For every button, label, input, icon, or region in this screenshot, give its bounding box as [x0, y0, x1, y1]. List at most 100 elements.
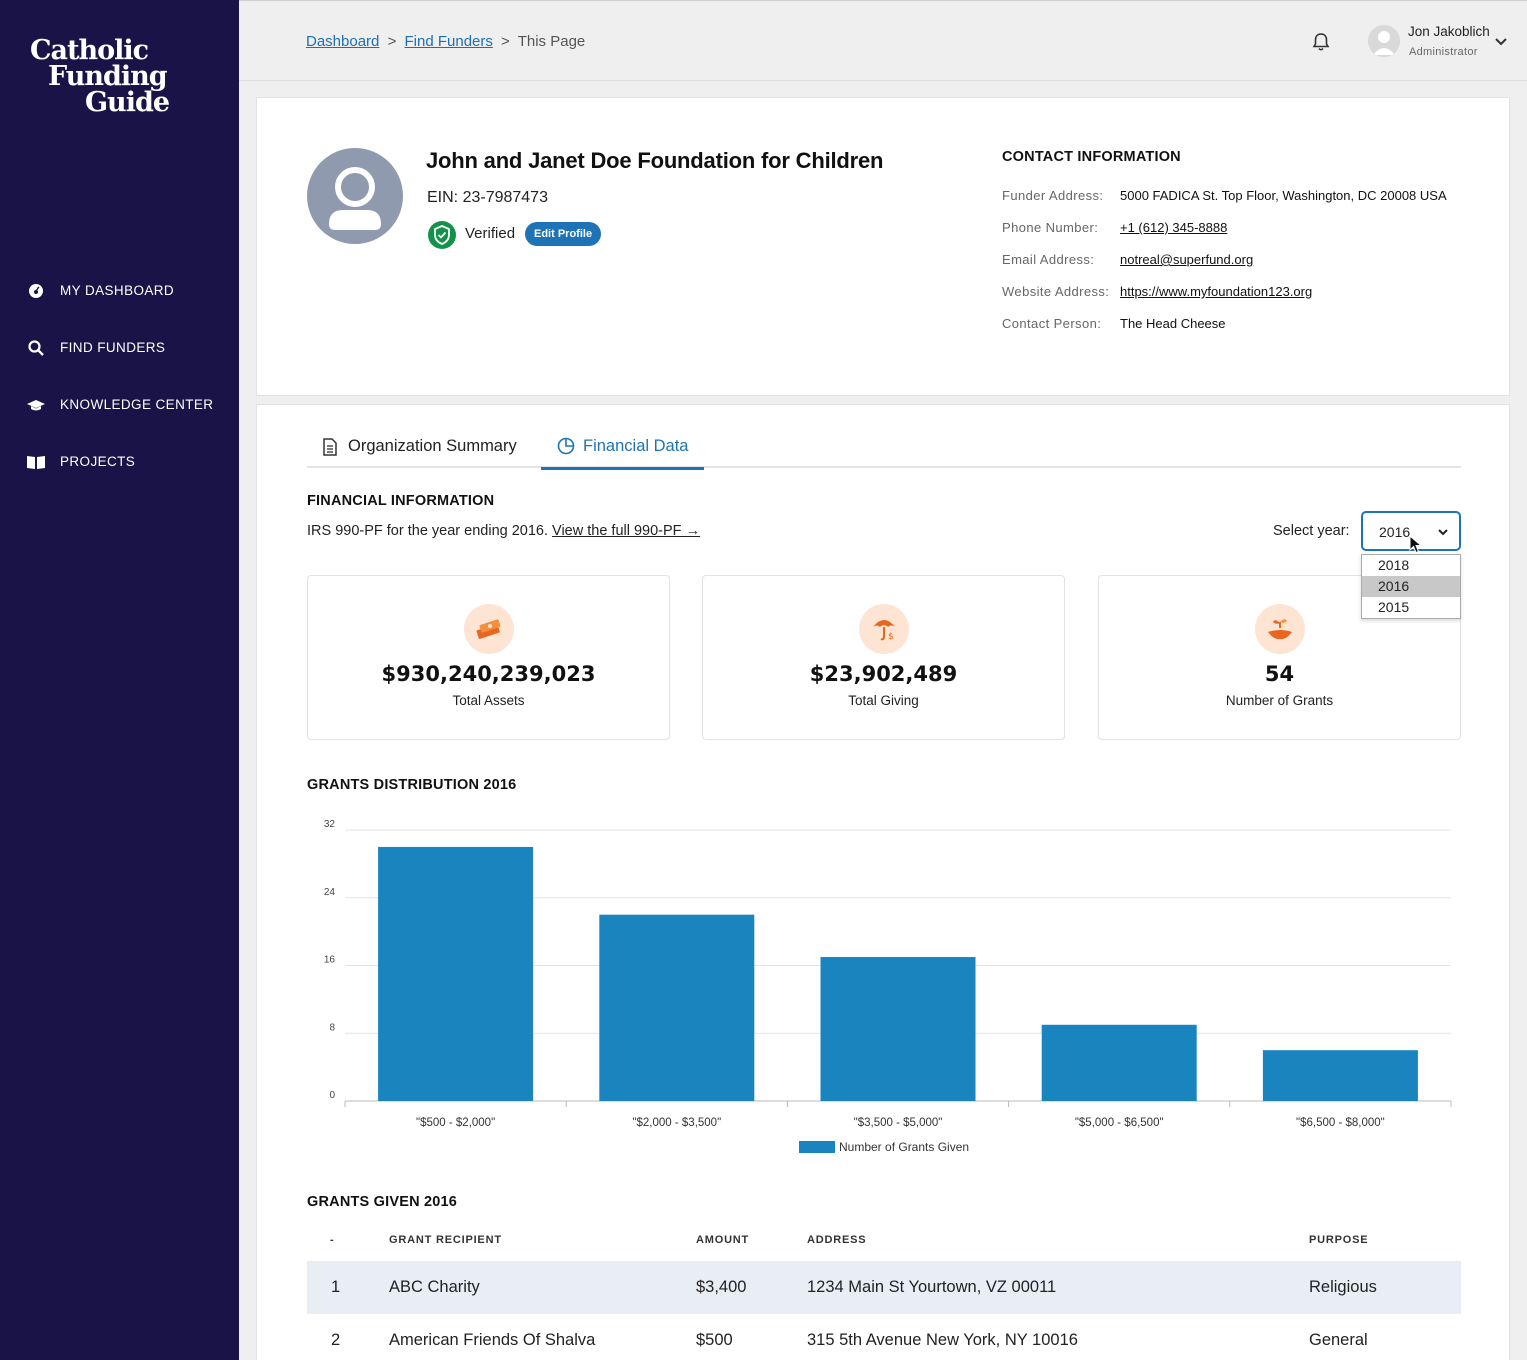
contact-label: Website Address:	[1002, 284, 1110, 299]
y-tick-label: 0	[329, 1090, 335, 1101]
financial-subtitle-text: IRS 990-PF for the year ending 2016.	[307, 523, 549, 539]
verified-shield-icon	[427, 220, 457, 250]
website-link[interactable]: https://www.myfoundation123.org	[1120, 284, 1313, 299]
select-year-label: Select year:	[1273, 523, 1350, 539]
year-dropdown-menu: 2018 2016 2015	[1361, 554, 1461, 619]
stat-value: $23,902,489	[809, 662, 958, 686]
year-option-2018[interactable]: 2018	[1378, 557, 1410, 573]
legend-swatch	[799, 1141, 835, 1153]
y-tick-label: 32	[324, 819, 336, 830]
stat-label: Total Assets	[452, 693, 525, 708]
logo-line-3: Guide	[85, 87, 170, 118]
x-tick-label: "$3,500 - $5,000"	[854, 1117, 943, 1129]
user-role: Administrator	[1409, 46, 1478, 58]
financial-subtitle: IRS 990-PF for the year ending 2016. Vie…	[307, 523, 700, 539]
chevron-down-icon	[1437, 525, 1449, 537]
table-header: - GRANT RECIPIENT AMOUNT ADDRESS PURPOSE	[307, 1221, 1461, 1261]
breadcrumb-find-funders-link[interactable]: Find Funders	[404, 33, 493, 50]
bar	[378, 846, 534, 1101]
grant-recipient: ABC Charity	[389, 1278, 480, 1296]
logo-line-1: Catholic	[30, 35, 149, 66]
row-index: 2	[331, 1331, 341, 1349]
grant-address: 1234 Main St Yourtown, VZ 00011	[807, 1278, 1057, 1296]
table-row[interactable]: 1 ABC Charity $3,400 1234 Main St Yourto…	[307, 1261, 1461, 1314]
contact-info-title: CONTACT INFORMATION	[1002, 149, 1181, 165]
tab-label: Organization Summary	[348, 437, 517, 455]
grant-purpose: Religious	[1309, 1278, 1377, 1296]
contact-label: Funder Address:	[1002, 188, 1104, 203]
financial-info-title: FINANCIAL INFORMATION	[307, 493, 495, 509]
grant-address: 315 5th Avenue New York, NY 10016	[807, 1331, 1078, 1349]
sidebar-item-label: KNOWLEDGE CENTER	[60, 397, 214, 412]
book-icon	[27, 453, 45, 471]
stat-total-assets: $930,240,239,023 Total Assets	[307, 575, 670, 740]
table-row[interactable]: 2 American Friends Of Shalva $500 315 5t…	[307, 1314, 1461, 1360]
breadcrumb-separator: >	[501, 33, 510, 50]
contact-person: The Head Cheese	[1120, 316, 1226, 331]
search-icon	[27, 339, 45, 357]
sidebar-item-knowledge-center[interactable]: KNOWLEDGE CENTER	[0, 376, 239, 433]
grant-amount: $500	[696, 1331, 733, 1349]
pie-chart-icon	[557, 437, 575, 455]
tab-bar: Organization Summary Financial Data	[307, 425, 1461, 470]
stat-number-of-grants: 54 Number of Grants	[1098, 575, 1461, 740]
contact-label: Phone Number:	[1002, 220, 1099, 235]
breadcrumb-dashboard-link[interactable]: Dashboard	[306, 33, 380, 50]
grants-given-title: GRANTS GIVEN 2016	[307, 1194, 458, 1210]
graduation-cap-icon	[27, 396, 45, 414]
breadcrumb: Dashboard > Find Funders > This Page	[306, 33, 585, 50]
phone-link[interactable]: +1 (612) 345-8888	[1120, 220, 1228, 235]
chevron-down-icon[interactable]	[1494, 35, 1508, 49]
ein-number: EIN: 23-7987473	[427, 189, 548, 206]
column-header-recipient: GRANT RECIPIENT	[389, 1234, 502, 1246]
grant-purpose: General	[1309, 1331, 1368, 1349]
x-tick-label: "$6,500 - $8,000"	[1296, 1117, 1385, 1129]
column-header-amount: AMOUNT	[696, 1234, 750, 1246]
sidebar-item-label: PROJECTS	[60, 454, 136, 469]
view-990pf-link[interactable]: View the full 990-PF →	[552, 523, 701, 539]
x-tick-label: "$500 - $2,000"	[416, 1117, 495, 1129]
column-header-purpose: PURPOSE	[1309, 1234, 1369, 1246]
row-index: 1	[331, 1278, 341, 1296]
contact-label: Email Address:	[1002, 252, 1095, 267]
x-tick-label: "$5,000 - $6,500"	[1075, 1117, 1164, 1129]
bar	[820, 957, 976, 1101]
user-avatar[interactable]	[1368, 25, 1400, 57]
tab-organization-summary[interactable]: Organization Summary	[322, 425, 517, 468]
year-option-2016[interactable]: 2016	[1362, 576, 1460, 597]
grants-table: - GRANT RECIPIENT AMOUNT ADDRESS PURPOSE…	[307, 1221, 1461, 1360]
column-header-address: ADDRESS	[807, 1234, 867, 1246]
top-header: Dashboard > Find Funders > This Page Jon…	[239, 0, 1527, 81]
legend-label: Number of Grants Given	[839, 1140, 969, 1154]
bar	[1041, 1024, 1197, 1101]
stat-label: Total Giving	[848, 693, 919, 708]
bar	[599, 914, 755, 1101]
user-name: Jon Jakoblich	[1408, 24, 1490, 39]
tab-financial-data[interactable]: Financial Data	[541, 425, 705, 470]
stat-value: $930,240,239,023	[381, 662, 596, 686]
stat-total-giving: $ $23,902,489 Total Giving	[702, 575, 1065, 740]
umbrella-dollar-icon: $	[859, 604, 909, 654]
stat-label: Number of Grants	[1225, 693, 1334, 708]
bell-icon[interactable]	[1311, 31, 1331, 53]
tab-label: Financial Data	[583, 436, 689, 455]
sidebar-item-projects[interactable]: PROJECTS	[0, 433, 239, 490]
edit-profile-button[interactable]: Edit Profile	[525, 222, 602, 246]
grant-amount: $3,400	[696, 1278, 747, 1296]
column-header-index: -	[330, 1234, 335, 1246]
financial-card: Organization Summary Financial Data FINA…	[256, 404, 1510, 1360]
sidebar-item-label: MY DASHBOARD	[60, 283, 175, 298]
verified-label: Verified	[465, 225, 516, 242]
y-tick-label: 24	[324, 887, 336, 898]
money-stack-icon	[464, 604, 514, 654]
email-link[interactable]: notreal@superfund.org	[1120, 252, 1254, 267]
brand-logo[interactable]: Catholic Funding Guide	[30, 35, 200, 118]
contact-label: Contact Person:	[1002, 316, 1102, 331]
sidebar-item-find-funders[interactable]: FIND FUNDERS	[0, 319, 239, 376]
organization-avatar	[307, 148, 403, 244]
year-option-2015[interactable]: 2015	[1378, 599, 1410, 615]
dashboard-icon	[27, 282, 45, 300]
breadcrumb-current: This Page	[517, 33, 586, 50]
sidebar-item-my-dashboard[interactable]: MY DASHBOARD	[0, 262, 239, 319]
organization-name: John and Janet Doe Foundation for Childr…	[426, 148, 884, 173]
